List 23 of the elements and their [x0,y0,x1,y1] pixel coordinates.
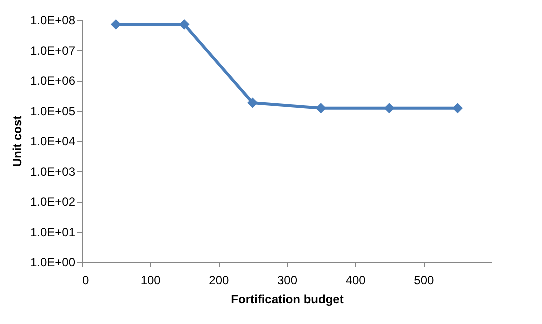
x-tick-label: 100 [140,274,162,288]
y-tick-label: 1.0E+07 [30,44,76,58]
y-tick-label: 1.0E+06 [30,74,76,88]
x-tick-label: 200 [209,274,230,288]
x-tick-label: 500 [414,274,434,288]
point [452,103,464,114]
y-tick-label: 1.0E+08 [30,14,76,28]
y-tick-label: 1.0E+01 [30,225,76,240]
x-tick-label: 0 [82,274,90,288]
x-tick-label: 400 [346,274,366,288]
x-tick-label: 300 [277,274,298,288]
x-axis-title: Fortification budget [231,292,344,306]
point [248,98,258,108]
point [316,103,326,114]
y-tick-label: 1.0E+04 [30,134,76,148]
point [110,19,122,30]
y-tick-label: 1.0E+05 [30,104,76,118]
y-tick-label: 1.0E+00 [30,256,76,270]
point [179,19,190,30]
point [384,103,395,114]
y-tick-label: 1.0E+03 [30,164,76,179]
y-tick-label: 1.0E+02 [30,195,76,209]
y-axis-title: Unit cost [10,116,24,168]
